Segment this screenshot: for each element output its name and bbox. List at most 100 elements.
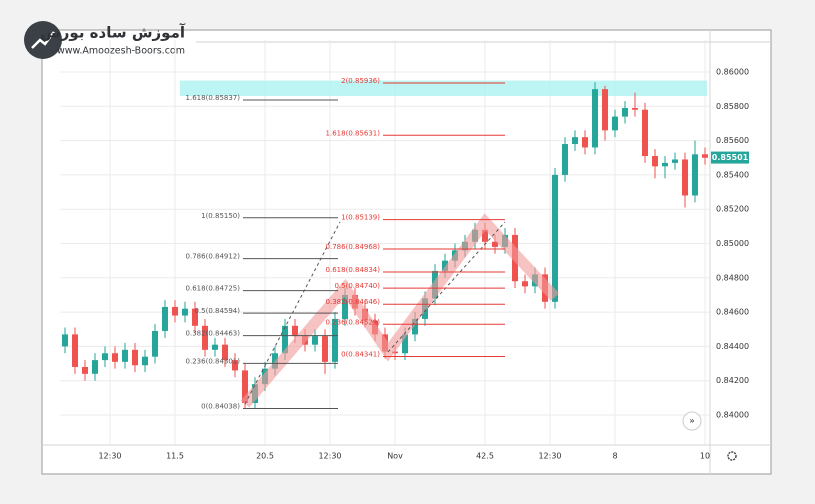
candle-body: [392, 351, 398, 354]
candle-body: [562, 144, 568, 175]
x-tick-label: Nov: [387, 452, 403, 461]
candle-body: [112, 353, 118, 362]
last-price-label: 0.85501: [712, 153, 749, 162]
candle-body: [552, 174, 558, 302]
scroll-button-icon[interactable]: »: [689, 417, 695, 427]
candle-body: [132, 349, 138, 366]
candle-body: [652, 156, 658, 167]
fib-label: 1.618(0.85631): [326, 129, 381, 137]
candle-body: [692, 154, 698, 196]
candle-body: [582, 137, 588, 148]
candle-body: [222, 344, 228, 361]
scroll-button-circle[interactable]: [682, 411, 702, 431]
settings-button[interactable]: [727, 451, 737, 461]
x-tick-label: 12:30: [538, 452, 561, 461]
last-price-box: [711, 151, 749, 164]
fib-label: 1(0.85139): [341, 214, 380, 222]
candle-body: [592, 89, 598, 148]
candle-body: [92, 360, 98, 374]
logo-icon: [24, 21, 62, 59]
candle-body: [492, 241, 498, 247]
fib-label: 0(0.84038): [201, 402, 240, 410]
candle-body: [212, 344, 218, 350]
x-tick-label: 20.5: [256, 452, 274, 461]
y-tick-label: 0.85200: [716, 205, 749, 214]
y-tick-label: 0.84400: [716, 342, 749, 351]
candle-body: [282, 325, 288, 354]
y-tick-label: 0.85800: [716, 102, 749, 111]
candle-body: [202, 325, 208, 350]
candle-body: [332, 318, 338, 362]
fib-label: 0.618(0.84834): [326, 266, 381, 274]
candle-body: [442, 260, 448, 271]
logo-url: www.Amoozesh-Boors.com: [57, 46, 185, 57]
candle-body: [702, 154, 708, 158]
candle-body: [122, 349, 128, 362]
chart-frame: [41, 29, 772, 475]
y-tick-label: 0.86000: [716, 68, 749, 77]
candle-body: [192, 308, 198, 326]
fib-label: 0.382(0.84646): [326, 298, 381, 306]
logo-arrow: [31, 31, 55, 49]
y-tick-label: 0.84600: [716, 308, 749, 317]
candle-body: [142, 356, 148, 366]
settings-icon[interactable]: [727, 451, 737, 461]
fib-label: 0.382(0.84463): [186, 330, 241, 338]
logo: آموزش ساده بورس www.Amoozesh-Boors.com: [24, 21, 186, 59]
candle-body: [642, 109, 648, 157]
candle-body: [662, 162, 668, 167]
y-tick-label: 0.84800: [716, 273, 749, 282]
candle-body: [522, 281, 528, 287]
logo-title: آموزش ساده بورس: [40, 24, 186, 42]
fib-label: 0(0.84341): [341, 351, 380, 359]
fib-label: 0.5(0.84594): [194, 307, 240, 315]
fib-label: 0.236(0.84529): [326, 318, 381, 326]
y-tick-label: 0.85600: [716, 136, 749, 145]
candle-body: [62, 334, 68, 347]
fib-label: 0.236(0.84301): [186, 357, 241, 365]
candle-body: [292, 325, 298, 337]
candle-body: [602, 89, 608, 131]
fib-label: 0.5(0.84740): [334, 282, 380, 290]
x-tick-label: 12:30: [318, 452, 341, 461]
y-tick-label: 0.85000: [716, 239, 749, 248]
candle-body: [622, 108, 628, 117]
y-tick-label: 0.84000: [716, 410, 749, 419]
candle-body: [172, 306, 178, 316]
candle-body: [322, 336, 328, 362]
fib-label: 1.618(0.85837): [186, 94, 241, 102]
candle-body: [572, 137, 578, 145]
x-tick-label: 42.5: [476, 452, 494, 461]
fib-label: 0.786(0.84968): [326, 243, 381, 251]
candle-body: [612, 116, 618, 131]
candle-body: [632, 108, 638, 110]
fib-label: 0.786(0.84912): [186, 253, 241, 261]
y-tick-label: 0.85400: [716, 170, 749, 179]
x-tick-label: 10: [700, 452, 710, 461]
candle-body: [412, 318, 418, 335]
candle-body: [402, 334, 408, 354]
candle-body: [242, 370, 248, 403]
y-tick-label: 0.84200: [716, 376, 749, 385]
candle-body: [672, 159, 678, 163]
candle-body: [102, 353, 108, 361]
candle-body: [232, 360, 238, 371]
trend-dashed: [387, 221, 506, 353]
candle-body: [152, 330, 158, 357]
candle-body: [182, 308, 188, 316]
candle-body: [162, 306, 168, 331]
candle-body: [342, 294, 348, 319]
candle-body: [682, 159, 688, 196]
x-tick-label: 8: [612, 452, 617, 461]
x-tick-label: 12:30: [98, 452, 121, 461]
fib-label: 0.618(0.84725): [186, 285, 241, 293]
candle-body: [312, 336, 318, 345]
fib-label: 2(0.85936): [341, 77, 380, 85]
x-tick-label: 11.5: [166, 452, 184, 461]
candle-body: [82, 366, 88, 374]
candle-body: [482, 229, 488, 242]
price-zone: [180, 80, 707, 97]
scroll-button[interactable]: »: [682, 411, 702, 431]
